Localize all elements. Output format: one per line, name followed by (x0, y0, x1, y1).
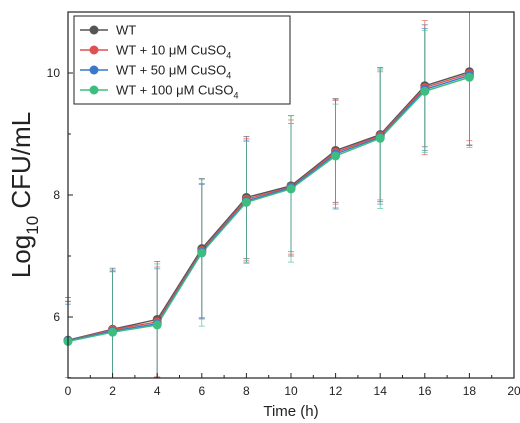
legend-box (73, 15, 291, 105)
legend-entry-subscript: 4 (226, 51, 231, 61)
x-tick-label: 12 (329, 384, 343, 398)
legend-swatch-marker (89, 65, 99, 75)
data-point (197, 248, 207, 258)
legend-entry-label: WT (116, 23, 136, 38)
x-tick-label: 4 (154, 384, 161, 398)
legend-entry: WT + 10 μM CuSO4 (116, 43, 231, 61)
x-tick-label: 16 (418, 384, 432, 398)
x-tick-label: 6 (198, 384, 205, 398)
x-tick-label: 10 (284, 384, 298, 398)
data-point (331, 151, 341, 161)
y-axis-label-rest: CFU/mL (6, 112, 36, 216)
legend-swatch-marker (89, 25, 99, 35)
series-lines-layer (67, 71, 470, 343)
data-point (286, 184, 296, 194)
legend-entry-subscript: 4 (233, 91, 238, 101)
series-line (67, 74, 470, 342)
series-line (67, 71, 470, 341)
legend-entry-label: WT + 100 μM CuSO (116, 83, 233, 98)
y-axis-ticks: 6 8 10 (47, 11, 73, 379)
series-line (67, 72, 470, 342)
y-axis-label-main: Log (6, 235, 36, 278)
x-tick-label: 0 (65, 384, 72, 398)
data-point (464, 72, 474, 82)
data-point (241, 197, 251, 207)
x-axis-label: Time (h) (263, 403, 318, 420)
data-point (152, 320, 162, 330)
y-axis-label-subscript: 10 (23, 216, 42, 235)
y-tick-label: 8 (53, 188, 60, 202)
legend-swatch-marker (89, 45, 99, 55)
legend-entry-label: WT + 50 μM CuSO (116, 63, 226, 78)
x-axis-ticks: 0 2 4 6 8 10 12 14 16 18 20 (65, 373, 520, 398)
legend-entry: WT + 50 μM CuSO4 (116, 63, 231, 81)
data-point (420, 86, 430, 96)
y-axis-label: Log10 CFU/mL (6, 112, 42, 278)
legend-swatch-marker (89, 85, 99, 95)
legend-entry: WT (116, 23, 136, 38)
x-tick-label: 14 (374, 384, 388, 398)
x-tick-label: 18 (463, 384, 477, 398)
series-markers-layer (63, 67, 474, 346)
legend-entry-label: WT + 10 μM CuSO (116, 43, 226, 58)
data-point (108, 327, 118, 337)
x-tick-label: 8 (243, 384, 250, 398)
data-point (375, 133, 385, 143)
legend-entry-subscript: 4 (226, 71, 231, 81)
y-tick-label: 10 (47, 66, 61, 80)
x-tick-label: 2 (109, 384, 116, 398)
x-tick-label: 20 (507, 384, 520, 398)
legend-entry: WT + 100 μM CuSO4 (116, 83, 238, 101)
y-tick-label: 6 (53, 310, 60, 324)
series-line (67, 76, 470, 343)
